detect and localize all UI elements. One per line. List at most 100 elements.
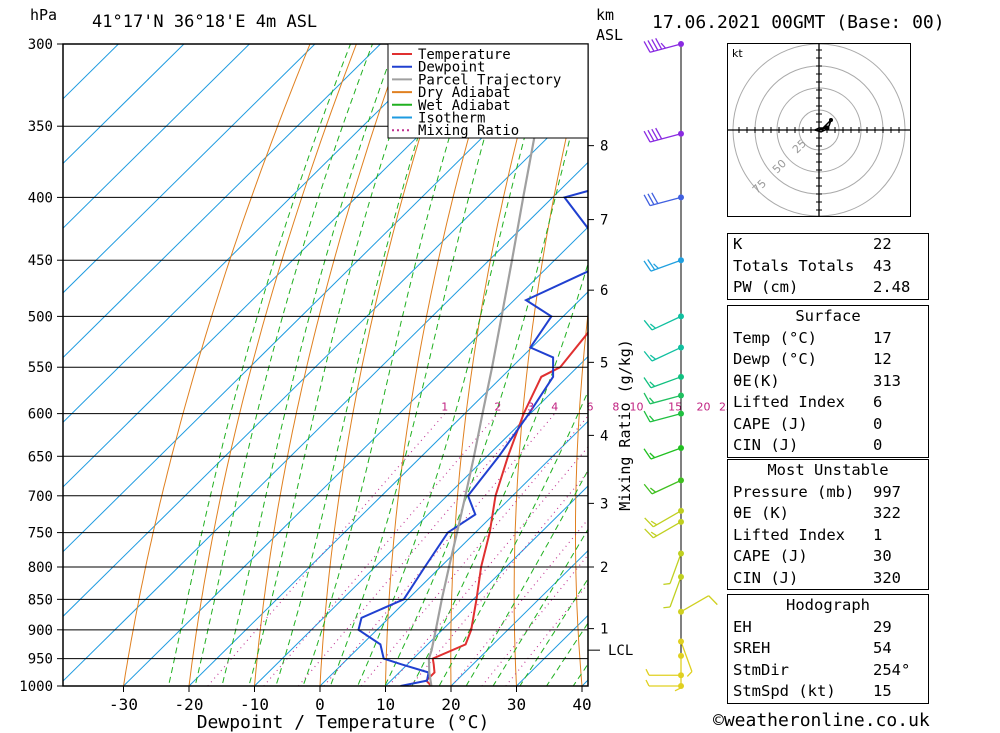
row-value: 997	[873, 482, 901, 501]
pressure-tick-label: 1000	[19, 679, 53, 695]
wind-barb	[643, 344, 684, 362]
temperature-tick-label: -10	[240, 695, 269, 714]
wind-barb	[643, 127, 684, 143]
indices-table: K 22 Totals Totals 43 PW (cm) 2.48	[727, 233, 929, 300]
wind-barb-feather	[649, 452, 656, 459]
surface-table: Surface Temp (°C) 17 Dewp (°C) 12 θE(K) 313 Li…	[727, 305, 929, 458]
table-row: StmDir 254°	[728, 660, 928, 682]
isotherm-line	[63, 161, 588, 682]
datetime-title: 17.06.2021 00GMT (Base: 00)	[652, 12, 945, 33]
isotherm-line	[63, 44, 120, 100]
row-label: CIN (J)	[733, 436, 799, 454]
wind-barb	[643, 313, 684, 331]
hodograph-unit-label: kt	[732, 47, 743, 60]
row-label: EH	[733, 617, 752, 636]
pressure-tick-label: 500	[28, 309, 53, 325]
table-row: θE (K) 322	[728, 503, 928, 525]
wet-adiabat-line	[492, 528, 588, 686]
row-label: θE(K)	[733, 371, 780, 390]
wind-barb	[663, 550, 684, 585]
wind-barb-feather	[647, 193, 655, 205]
wind-barb-feather	[643, 410, 651, 423]
pressure-tick-label: 300	[28, 37, 53, 53]
wind-barb	[644, 507, 684, 528]
wind-barb-feather	[643, 130, 651, 143]
wind-barb-feather	[649, 381, 656, 387]
km-tick-label: 4	[600, 428, 608, 444]
table-row: K 22	[728, 234, 928, 256]
table-row: SREH 54	[728, 638, 928, 660]
wind-barb-shaft	[680, 641, 693, 672]
table-row: PW (cm) 2.48	[728, 277, 928, 299]
isotherm-line	[63, 44, 447, 423]
wind-barb-feather	[649, 323, 657, 329]
table-row: Lifted Index 1	[728, 525, 928, 547]
parcel-trajectory-line	[427, 44, 556, 686]
wind-barb-feather	[645, 679, 650, 687]
pressure-tick-label: 450	[28, 253, 53, 269]
row-value: 1	[873, 525, 883, 544]
wind-barb-shaft	[651, 346, 682, 362]
row-label: Dewp (°C)	[733, 350, 817, 368]
row-label: StmSpd (kt)	[733, 682, 836, 700]
wind-barb-feather	[663, 606, 671, 609]
row-label: StmDir	[733, 660, 789, 679]
km-tick-label: 5	[600, 355, 608, 371]
mixing-ratio-tick-label: 20	[696, 401, 710, 414]
wind-barb	[643, 392, 684, 405]
row-value: 30	[873, 547, 892, 565]
wind-barb-shaft	[649, 394, 682, 405]
dewpoint-line	[357, 189, 588, 686]
pressure-tick-label: 550	[28, 360, 53, 376]
pressure-tick-label: 400	[28, 190, 53, 206]
wind-barb-feather	[660, 42, 667, 49]
temperature-tick-label: 0	[315, 695, 325, 714]
wind-barb-feather	[643, 41, 651, 53]
wet-adiabat-line	[329, 44, 513, 686]
mixing-ratio-line	[360, 415, 588, 686]
row-label: CIN (J)	[733, 568, 799, 587]
mixing-ratio-tick-label: 1	[441, 401, 448, 414]
row-label: CAPE (J)	[733, 414, 808, 433]
row-value: 22	[873, 235, 892, 253]
row-value: 6	[873, 393, 883, 411]
wet-adiabat-line	[275, 44, 449, 686]
wind-barb-feather	[643, 319, 653, 331]
mixing-ratio-tick-label: 15	[668, 401, 682, 414]
wind-barb	[644, 518, 684, 539]
dry-adiabat-line	[513, 44, 588, 686]
wind-barb-feather	[643, 350, 653, 362]
unit-km-label: km	[596, 6, 615, 24]
isotherm-line	[63, 44, 382, 359]
plot-area	[63, 44, 588, 686]
wind-barb-shaft	[669, 576, 682, 608]
wet-adiabat-line	[545, 622, 588, 686]
wind-barb-feather	[650, 520, 658, 526]
mixing-ratio-axis-label: Mixing Ratio (g/kg)	[616, 339, 634, 511]
wind-barb-feather	[649, 415, 655, 422]
wind-barb-shaft	[669, 553, 682, 584]
isotherm-line	[450, 549, 588, 686]
temperature-tick-label: 20	[441, 695, 460, 714]
wind-barb	[643, 257, 684, 272]
wind-barb-shaft	[650, 259, 682, 272]
wind-barb-feather	[650, 531, 658, 537]
row-value: 2.48	[873, 278, 911, 296]
wind-barb	[643, 38, 684, 53]
row-label: PW (cm)	[733, 278, 799, 296]
dry-adiabat-line	[253, 44, 404, 686]
row-label: CAPE (J)	[733, 547, 808, 565]
row-label: K	[733, 235, 743, 253]
row-value: 0	[873, 414, 883, 433]
most-unstable-table: Most Unstable Pressure (mb) 997 θE (K) 322 L…	[727, 459, 929, 590]
hodograph-point	[829, 118, 833, 122]
table-row: Lifted Index 6	[728, 392, 928, 414]
copyright-footer: ©weatheronline.co.uk	[713, 710, 930, 731]
wind-barb-feather	[643, 260, 652, 272]
legend-entry: Temperature	[418, 47, 511, 63]
temperature-tick-label: 10	[376, 695, 395, 714]
hodograph-ring-label: 50	[770, 157, 789, 176]
wind-barb-feather	[655, 38, 663, 50]
wind-barb-feather	[649, 354, 657, 360]
